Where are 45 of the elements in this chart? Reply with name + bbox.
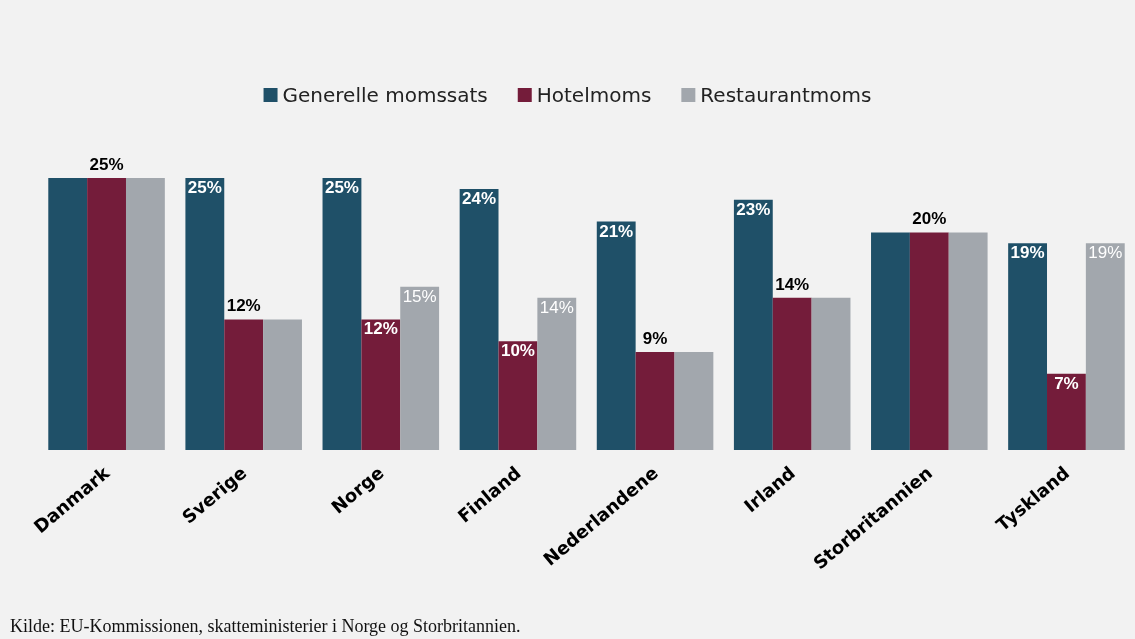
legend-label: Hotelmoms [536,83,652,107]
bar [48,178,88,450]
bar [1047,373,1086,450]
bar [635,352,675,450]
bar [871,232,910,450]
bar [224,319,264,450]
data-label: 20% [912,209,947,229]
data-label: 14% [775,274,810,294]
data-label: 15% [402,286,437,306]
data-label: 7% [1054,373,1079,393]
bar [596,221,636,450]
bar [263,319,302,450]
data-label: 12% [363,319,398,339]
bar [322,178,362,450]
bar [733,199,773,450]
bar [87,178,126,450]
bar [459,188,499,450]
data-label: 12% [226,296,261,316]
data-label: 25% [324,178,359,197]
data-label: 14% [539,297,574,317]
data-label: 25% [89,155,124,174]
bar [1085,243,1125,450]
bar [125,178,165,450]
data-label: 21% [599,221,634,241]
bar [811,297,851,450]
data-label: 25% [187,178,222,197]
bar [361,319,401,450]
data-label: 23% [736,199,771,219]
bar [400,286,440,450]
bar [498,341,538,450]
data-label: 9% [642,329,668,349]
bar [909,232,949,450]
bar [537,297,577,450]
data-label: 19% [1088,243,1123,263]
bar [948,232,988,450]
bar [1008,243,1048,450]
data-label: 10% [500,341,535,361]
bar [674,352,714,450]
bar [185,178,225,450]
legend-label: Generelle momssats [282,83,488,107]
data-label: 19% [1010,243,1045,263]
bar [772,297,812,450]
text: Kilde: EU-Kommissionen, skatteministerier i Norge og Storbritannien. [10,616,521,636]
legend-label: Restaurantmoms [700,83,872,107]
data-label: 24% [462,188,497,208]
